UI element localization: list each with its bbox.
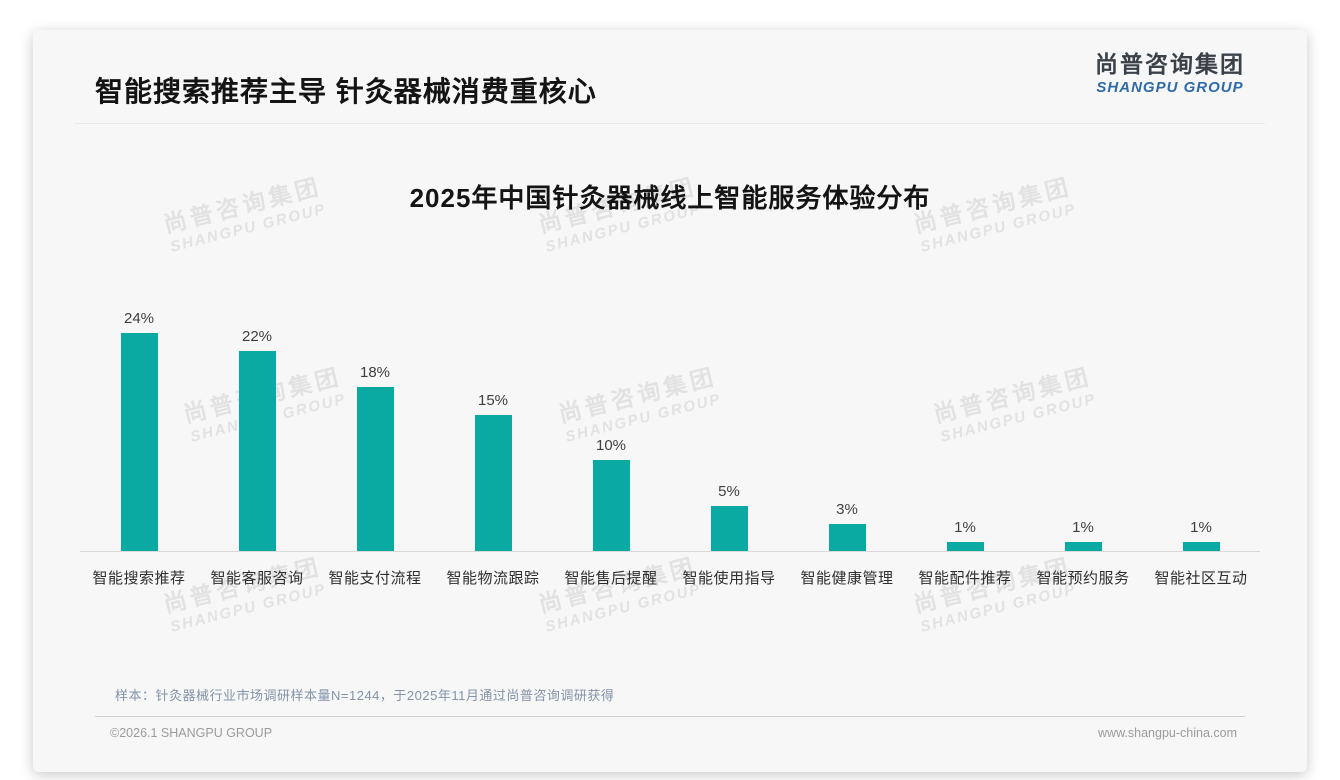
bar-value-label: 15%	[477, 391, 509, 409]
bar-column: 24%	[80, 310, 198, 551]
category-label: 智能配件推荐	[918, 570, 1012, 587]
logo-chinese-text: 尚普咨询集团	[1095, 51, 1245, 77]
website-url: www.shangpu-china.com	[1098, 726, 1237, 740]
bar-value-label: 18%	[359, 364, 391, 382]
bar-column: 1%	[906, 519, 1024, 551]
category-label: 智能售后提醒	[564, 570, 658, 587]
bar	[474, 414, 512, 551]
category-label: 智能社区互动	[1154, 570, 1248, 587]
bar-value-label: 22%	[241, 327, 273, 345]
chart-category-axis: 智能搜索推荐 智能客服咨询 智能支付流程 智能物流跟踪 智能售后提醒 智能使用指导 智能健康…	[80, 552, 1260, 588]
chart-title: 2025年中国针灸器械线上智能服务体验分布	[409, 183, 931, 213]
bar	[946, 541, 984, 551]
sample-footnote: 样本：针灸器械行业市场调研样本量N=1244，于2025年11月通过尚普咨询调研…	[115, 688, 615, 703]
bar	[120, 332, 158, 551]
logo-english-text: SHANGPU GROUP	[1096, 78, 1244, 96]
category-label: 智能使用指导	[682, 570, 776, 587]
bar	[1182, 541, 1220, 551]
bar-value-label: 24%	[123, 309, 155, 327]
category-label: 智能物流跟踪	[446, 570, 540, 587]
category-label: 智能客服咨询	[210, 570, 304, 587]
bar-column: 15%	[434, 391, 552, 551]
bar-column: 22%	[198, 328, 316, 551]
bar-value-label: 1%	[1190, 518, 1212, 536]
bar-value-label: 1%	[954, 518, 976, 536]
company-logo: 尚普咨询集团 SHANGPU GROUP	[1095, 50, 1245, 97]
bar	[1064, 541, 1102, 551]
bar-column: 5%	[670, 482, 788, 551]
bar-column: 1%	[1024, 519, 1142, 551]
footer-divider	[95, 716, 1245, 717]
bar	[356, 387, 394, 551]
page-title: 智能搜索推荐主导 针灸器械消费重核心	[95, 76, 597, 107]
bar-chart: 24% 22% 18% 15% 10% 5% 3% 1% 1% 1% 智能搜索推荐 智能客服咨询 智能…	[80, 240, 1260, 588]
chart-plot-area: 24% 22% 18% 15% 10% 5% 3% 1% 1% 1%	[80, 240, 1260, 552]
bar-column: 18%	[316, 364, 434, 551]
bar-column: 3%	[788, 501, 906, 551]
category-label: 智能搜索推荐	[92, 570, 186, 587]
category-label: 智能支付流程	[328, 570, 422, 587]
bar	[710, 505, 748, 551]
bar-column: 1%	[1142, 519, 1260, 551]
bar-value-label: 3%	[836, 500, 858, 518]
category-label: 智能健康管理	[800, 570, 894, 587]
bar	[592, 460, 630, 551]
bar	[828, 523, 866, 551]
copyright-text: ©2026.1 SHANGPU GROUP	[110, 726, 273, 740]
bar-value-label: 5%	[718, 482, 740, 500]
slide-card: 尚普咨询集团 SHANGPU GROUP 尚普咨询集团 SHANGPU GROUP 尚普…	[33, 30, 1307, 772]
bar-value-label: 10%	[595, 437, 627, 454]
header-divider	[75, 123, 1265, 124]
category-label: 智能预约服务	[1036, 570, 1130, 587]
bar-value-label: 1%	[1072, 518, 1094, 536]
bar-column: 10%	[552, 437, 670, 551]
bar	[238, 350, 276, 551]
